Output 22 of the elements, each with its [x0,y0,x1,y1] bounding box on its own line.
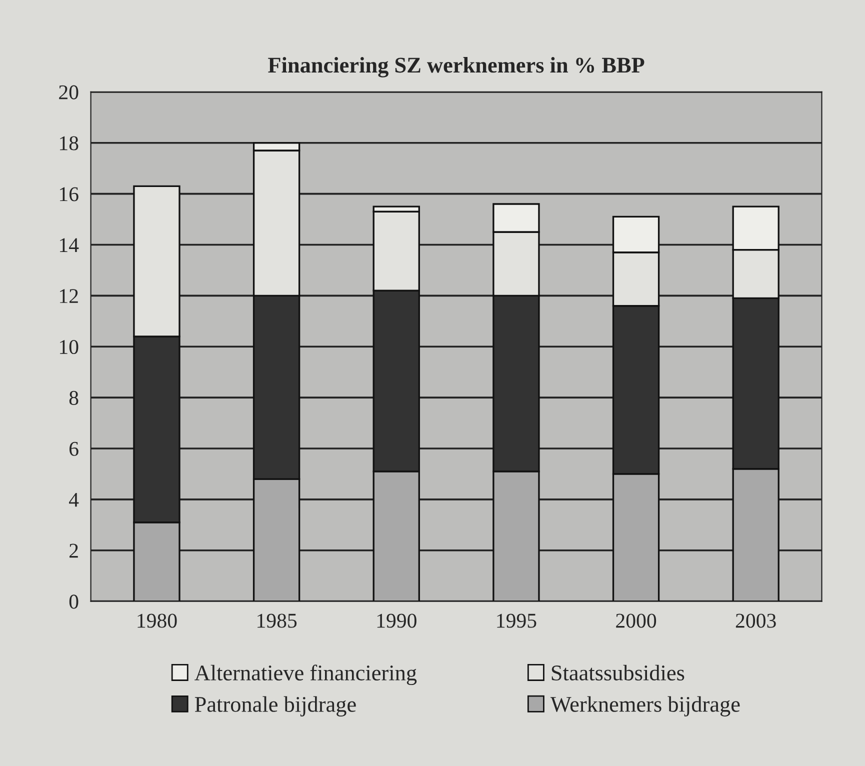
legend-label: Patronale bijdrage [194,696,356,717]
chart-title: Financiering SZ werknemers in % BBP [268,57,644,78]
y-tick-label: 6 [70,442,78,456]
x-tick-label: 1990 [377,614,416,628]
x-tick-label: 2003 [736,614,776,628]
y-tick-label: 0 [69,594,78,609]
y-tick-label: 12 [60,289,78,303]
legend-label: Staatssubsidies [552,664,684,680]
y-tick-label: 14 [60,238,79,252]
legend-label: Alternatieve financiering [194,664,417,686]
x-tick-label: 1995 [497,614,536,628]
y-tick-label: 16 [60,187,78,202]
y-tick-label: 18 [60,136,78,150]
y-tick-label: 10 [60,340,78,354]
y-tick-label: 8 [69,390,78,405]
y-tick-label: 4 [69,492,79,507]
y-tick-label: 2 [70,544,78,558]
legend-label: Werknemers bijdrage [550,696,740,716]
y-tick-label: 20 [59,85,78,100]
x-tick-label: 2000 [616,614,656,628]
x-tick-label: 1985 [258,614,297,628]
x-tick-label: 1980 [138,614,177,628]
